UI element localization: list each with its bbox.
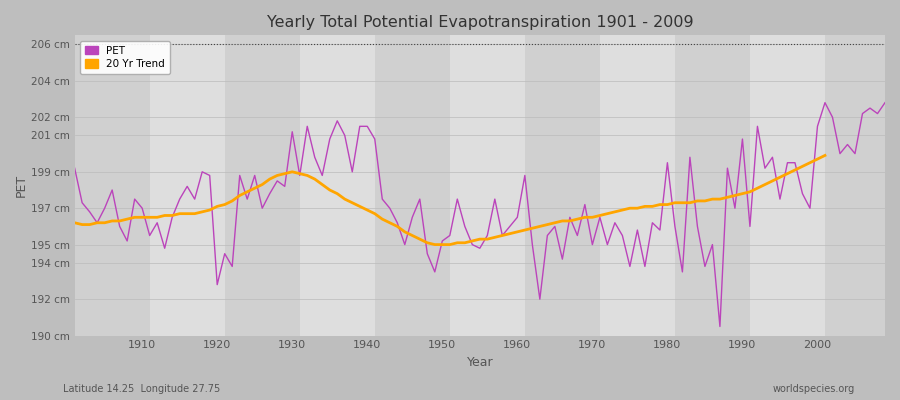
X-axis label: Year: Year (466, 356, 493, 369)
Text: Latitude 14.25  Longitude 27.75: Latitude 14.25 Longitude 27.75 (63, 384, 220, 394)
Bar (525, 35, 600, 336)
Bar (75, 35, 149, 336)
Bar (450, 35, 525, 336)
Bar (750, 35, 825, 336)
Bar (675, 35, 750, 336)
Bar (300, 35, 374, 336)
Y-axis label: PET: PET (15, 174, 28, 197)
Bar (225, 35, 300, 336)
Bar (149, 35, 225, 336)
Text: worldspecies.org: worldspecies.org (773, 384, 855, 394)
Bar (374, 35, 450, 336)
Bar (825, 35, 893, 336)
Title: Yearly Total Potential Evapotranspiration 1901 - 2009: Yearly Total Potential Evapotranspiratio… (266, 15, 693, 30)
Bar (600, 35, 675, 336)
Legend: PET, 20 Yr Trend: PET, 20 Yr Trend (80, 40, 170, 74)
